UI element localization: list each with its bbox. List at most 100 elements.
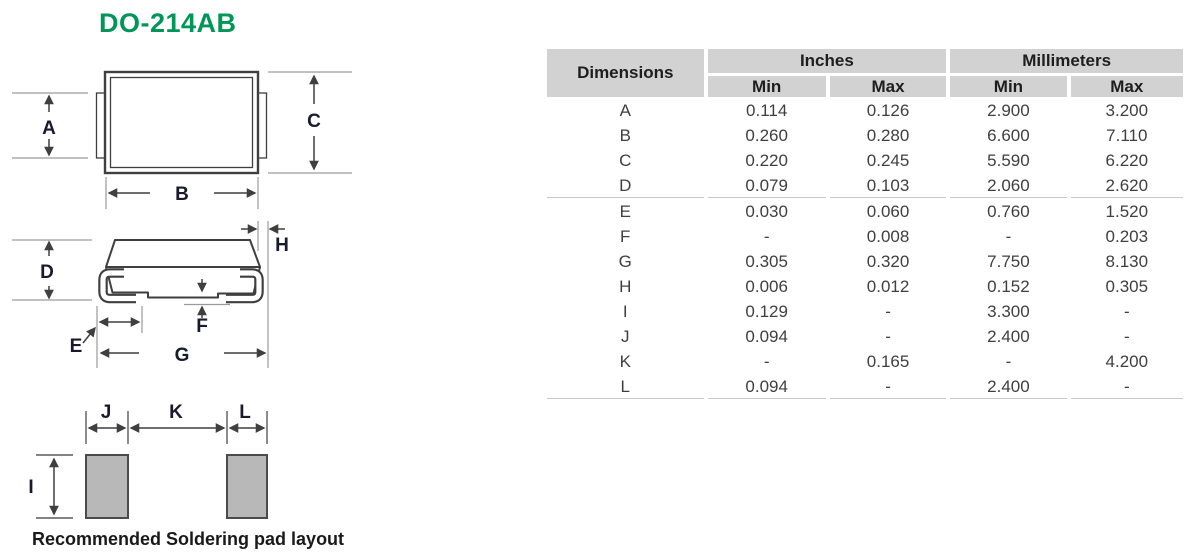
dimension-value-cell: 4.200 <box>1070 351 1183 373</box>
dimension-value-cell: 3.300 <box>950 301 1067 323</box>
dimension-value-cell: 8.130 <box>1070 251 1183 273</box>
dimension-letter-cell: A <box>547 100 704 122</box>
dimension-value-cell: - <box>1070 301 1183 323</box>
dimension-value-cell: 0.320 <box>829 251 947 273</box>
dimension-value-cell: 0.305 <box>707 251 826 273</box>
dimension-value-cell: 2.620 <box>1070 175 1183 198</box>
dimension-value-cell: 3.200 <box>1070 100 1183 122</box>
table-row: L 0.094-2.400- <box>547 376 1183 399</box>
dimension-value-cell: 0.203 <box>1070 226 1183 248</box>
dim-label-f: F <box>196 316 208 337</box>
pad-layout-drawing: J K L I <box>28 402 268 519</box>
table-row: E 0.030 0.060 0.760 1.520 <box>547 201 1183 223</box>
dimension-letter-cell: H <box>547 276 704 298</box>
dimension-value-cell: 0.114 <box>707 100 826 122</box>
dimension-value-cell: - <box>950 226 1067 248</box>
dim-d-lines <box>12 239 92 301</box>
dimension-letter-cell: B <box>547 125 704 147</box>
dimension-value-cell: 2.060 <box>950 175 1067 198</box>
dimension-table: Dimensions Inches Millimeters Min Max Mi… <box>543 46 1187 402</box>
dim-e-lines <box>82 306 143 368</box>
dimension-value-cell: 0.060 <box>829 201 947 223</box>
dimension-table-header: Dimensions Inches Millimeters Min Max Mi… <box>547 49 1183 97</box>
header-inches: Inches <box>707 49 947 73</box>
dim-c-lines <box>268 71 352 174</box>
dimension-value-cell: 0.152 <box>950 276 1067 298</box>
dimension-letter-cell: D <box>547 175 704 198</box>
dimension-value-cell: 6.220 <box>1070 150 1183 172</box>
dimension-value-cell: 0.305 <box>1070 276 1183 298</box>
dim-label-j: J <box>101 402 112 423</box>
dim-f-lines <box>184 279 230 318</box>
dimension-value-cell: - <box>829 301 947 323</box>
dimension-value-cell: 0.129 <box>707 301 826 323</box>
dimension-value-cell: 2.900 <box>950 100 1067 122</box>
dim-label-e: E <box>70 336 83 357</box>
header-inches-max: Max <box>829 76 947 97</box>
dimension-value-cell: 0.760 <box>950 201 1067 223</box>
header-mm-min: Min <box>950 76 1067 97</box>
pad-dim-ticks <box>85 411 268 444</box>
right-lead <box>226 268 264 304</box>
dim-label-k: K <box>169 402 183 423</box>
header-mm-max: Max <box>1070 76 1183 97</box>
left-terminal-tab <box>95 92 106 159</box>
dim-label-h: H <box>275 235 289 256</box>
dimension-value-cell: 0.008 <box>829 226 947 248</box>
dimension-value-cell: - <box>950 351 1067 373</box>
dimension-value-cell: 0.220 <box>707 150 826 172</box>
dimension-value-cell: 0.030 <box>707 201 826 223</box>
body-bottom-profile <box>105 266 261 299</box>
dim-label-c: C <box>307 111 321 132</box>
dimension-value-cell: 0.260 <box>707 125 826 147</box>
table-row: B 0.260 0.280 6.600 7.110 <box>547 125 1183 147</box>
table-row: J 0.094-2.400- <box>547 326 1183 348</box>
dimension-value-cell: - <box>707 226 826 248</box>
dim-label-i: I <box>28 477 33 498</box>
right-solder-pad <box>226 454 268 519</box>
dimension-value-cell: 0.245 <box>829 150 947 172</box>
header-millimeters: Millimeters <box>950 49 1183 73</box>
header-inches-min: Min <box>707 76 826 97</box>
dim-label-b: B <box>175 184 189 205</box>
dimension-letter-cell: J <box>547 326 704 348</box>
body-outline <box>103 70 260 175</box>
table-row: K -0.165-4.200 <box>547 351 1183 373</box>
top-view-drawing: A C B <box>12 70 352 209</box>
dimension-value-cell: 0.006 <box>707 276 826 298</box>
left-lead <box>98 268 136 304</box>
dim-h-lines <box>241 221 285 368</box>
dimension-letter-cell: C <box>547 150 704 172</box>
dimension-value-cell: 0.012 <box>829 276 947 298</box>
dimension-value-cell: - <box>829 326 947 348</box>
dimension-value-cell: 0.165 <box>829 351 947 373</box>
dimension-value-cell: 1.520 <box>1070 201 1183 223</box>
dimension-letter-cell: E <box>547 201 704 223</box>
dimension-value-cell: 6.600 <box>950 125 1067 147</box>
dimension-value-cell: 0.126 <box>829 100 947 122</box>
body-inner-outline <box>109 76 254 169</box>
dimension-letter-cell: L <box>547 376 704 399</box>
dimension-letter-cell: I <box>547 301 704 323</box>
dim-a-lines <box>12 92 88 159</box>
dimension-value-cell: 2.400 <box>950 376 1067 399</box>
dim-label-g: G <box>175 345 190 366</box>
dim-label-d: D <box>40 262 54 283</box>
dim-label-a: A <box>42 118 56 139</box>
dimension-value-cell: 0.280 <box>829 125 947 147</box>
table-row: F -0.008-0.203 <box>547 226 1183 248</box>
dim-i-lines <box>36 454 73 519</box>
dimension-letter-cell: F <box>547 226 704 248</box>
right-terminal-tab <box>257 92 268 159</box>
dimension-value-cell: - <box>829 376 947 399</box>
table-row: D 0.079 0.103 2.060 2.620 <box>547 175 1183 198</box>
package-outline-drawing: A C B <box>12 70 352 519</box>
dimension-value-cell: - <box>1070 326 1183 348</box>
dimension-table-body: A 0.114 0.126 2.900 3.200 B 0.260 0.280 6.600 7.1… <box>547 100 1183 399</box>
table-row: C 0.220 0.245 5.590 6.220 <box>547 150 1183 172</box>
pad-layout-caption: Recommended Soldering pad layout <box>32 529 345 549</box>
dimension-letter-cell: G <box>547 251 704 273</box>
page-title: DO-214AB <box>99 8 237 38</box>
header-dimensions: Dimensions <box>547 49 704 97</box>
